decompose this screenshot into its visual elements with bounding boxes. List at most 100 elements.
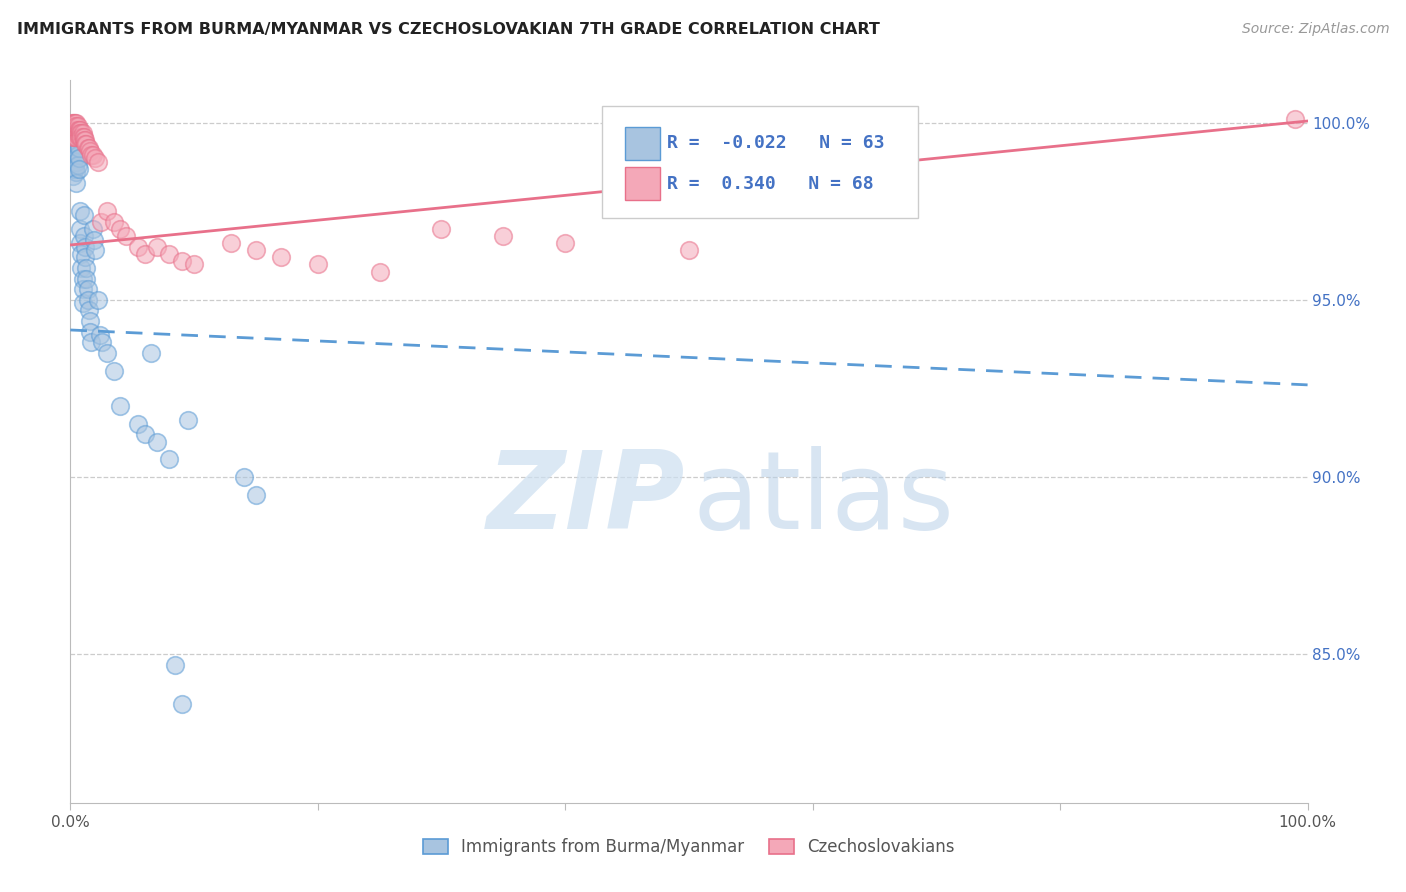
Point [75, 134, 97, 148]
Point [678, 244, 700, 258]
Point [69, 123, 91, 137]
Point [65, 161, 87, 176]
Text: ZIP: ZIP [486, 446, 685, 552]
Point [108, 222, 131, 236]
Point [492, 229, 515, 244]
Point [79, 144, 101, 158]
Point [177, 413, 200, 427]
Point [65, 123, 87, 137]
Point [69, 222, 91, 236]
Point [270, 251, 292, 265]
Point [63, 123, 86, 137]
Point [60, 120, 83, 134]
Point [96, 346, 118, 360]
Point [76, 140, 98, 154]
Point [60, 123, 83, 137]
Point [62, 158, 84, 172]
Point [70, 247, 93, 261]
Point [146, 434, 169, 449]
Point [73, 134, 96, 148]
Text: R =  0.340   N = 68: R = 0.340 N = 68 [666, 175, 873, 193]
Point [65, 116, 87, 130]
Point [63, 151, 86, 165]
Point [66, 127, 89, 141]
Point [65, 127, 87, 141]
FancyBboxPatch shape [624, 127, 661, 160]
Point [103, 215, 125, 229]
Point [65, 127, 87, 141]
Point [219, 236, 242, 251]
Point [134, 247, 156, 261]
Point [96, 204, 118, 219]
Point [73, 208, 96, 222]
Point [84, 244, 107, 258]
Point [66, 158, 89, 172]
Point [80, 335, 103, 350]
Point [67, 123, 90, 137]
Point [62, 116, 84, 130]
Point [157, 247, 180, 261]
Point [63, 116, 86, 130]
Point [65, 130, 87, 145]
Point [65, 154, 87, 169]
Point [63, 120, 86, 134]
Point [108, 399, 131, 413]
Point [65, 120, 87, 134]
Point [69, 236, 91, 251]
Point [66, 136, 89, 151]
Point [245, 488, 267, 502]
Point [157, 452, 180, 467]
Point [307, 257, 329, 271]
Point [63, 130, 86, 145]
Point [115, 229, 138, 244]
Point [72, 130, 94, 145]
Point [66, 123, 89, 137]
Point [76, 282, 98, 296]
Point [77, 140, 100, 154]
Point [62, 130, 84, 145]
Point [67, 127, 90, 141]
Point [72, 296, 94, 310]
Point [73, 130, 96, 145]
Point [62, 120, 84, 134]
Point [75, 271, 97, 285]
Point [90, 215, 112, 229]
Point [75, 136, 97, 151]
Point [83, 233, 105, 247]
Point [79, 325, 101, 339]
FancyBboxPatch shape [602, 105, 918, 218]
Point [73, 229, 96, 244]
Point [65, 176, 87, 190]
Point [65, 144, 87, 158]
Point [75, 240, 97, 254]
Point [139, 346, 162, 360]
Point [82, 222, 104, 236]
Point [146, 240, 169, 254]
Point [67, 140, 90, 154]
Point [65, 123, 87, 137]
Point [79, 314, 101, 328]
Point [245, 244, 267, 258]
Point [70, 260, 93, 275]
Point [1284, 112, 1306, 127]
Point [127, 240, 149, 254]
Point [86, 154, 108, 169]
Point [72, 282, 94, 296]
Legend: Immigrants from Burma/Myanmar, Czechoslovakians: Immigrants from Burma/Myanmar, Czechoslo… [416, 831, 962, 863]
Point [63, 161, 86, 176]
Point [77, 303, 100, 318]
Point [165, 657, 187, 672]
Point [76, 293, 98, 307]
Point [82, 147, 104, 161]
Point [75, 251, 97, 265]
Point [86, 293, 108, 307]
Point [170, 697, 193, 711]
Point [170, 254, 193, 268]
Point [91, 335, 114, 350]
FancyBboxPatch shape [624, 167, 661, 200]
Point [72, 271, 94, 285]
Point [63, 127, 86, 141]
Point [67, 130, 90, 145]
Point [62, 123, 84, 137]
Point [232, 470, 254, 484]
